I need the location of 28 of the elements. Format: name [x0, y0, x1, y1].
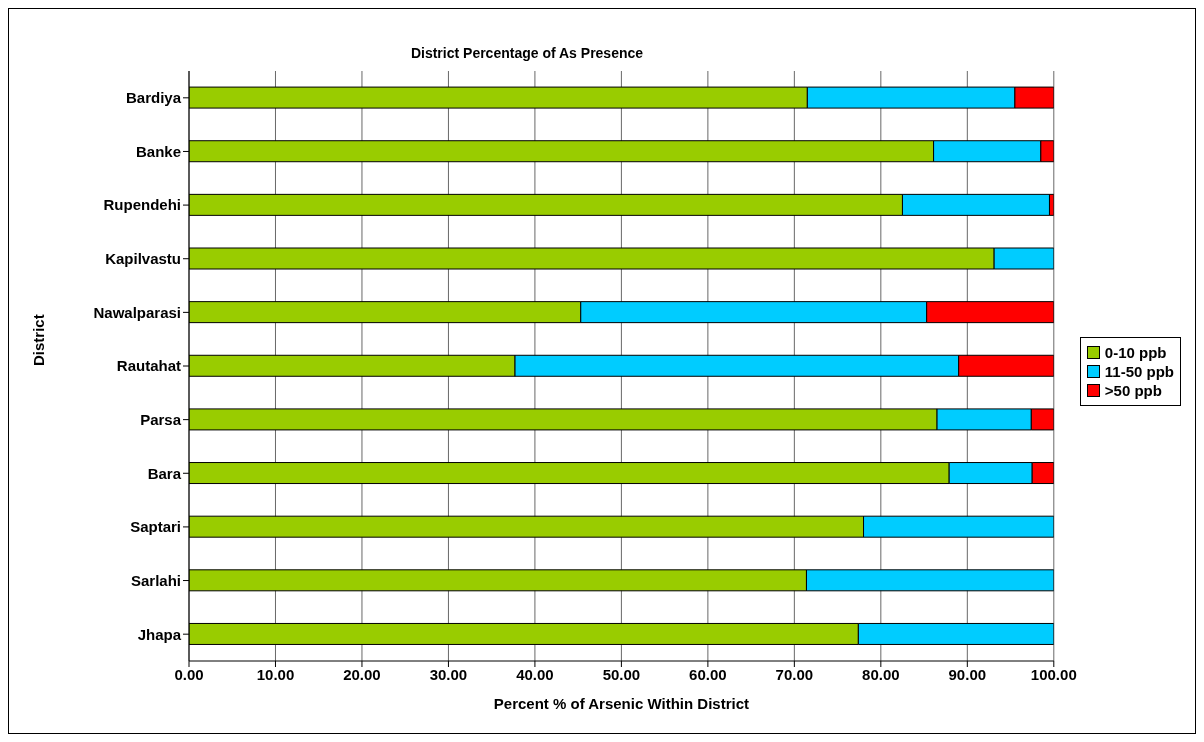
y-tick-label: Banke — [135, 142, 181, 160]
x-tick-label: 50.00 — [602, 665, 641, 683]
x-tick-label: 20.00 — [343, 665, 381, 683]
x-tick-label: 0.00 — [174, 665, 204, 683]
y-axis-title: District — [30, 314, 48, 366]
x-tick-label: 30.00 — [429, 665, 468, 683]
y-tick-label: Jhapa — [137, 625, 182, 643]
legend-label: 0-10 ppb — [1104, 343, 1167, 361]
legend-label: >50 ppb — [1104, 381, 1162, 399]
x-tick-label: 70.00 — [775, 665, 814, 683]
y-tick-label: Saptari — [130, 518, 181, 536]
y-tick-label: Sarlahi — [130, 571, 181, 589]
y-tick-label: Nawalparasi — [93, 303, 181, 321]
legend-label: 11-50 ppb — [1104, 362, 1174, 380]
y-tick-label: Kapilvastu — [105, 250, 181, 268]
x-tick-label: 100.00 — [1030, 665, 1077, 683]
x-tick-label: 90.00 — [948, 665, 987, 683]
y-tick-label: Rupendehi — [103, 196, 181, 214]
y-tick-label: Rautahat — [116, 357, 181, 375]
x-tick-label: 40.00 — [516, 665, 554, 683]
y-tick-label: Bardiya — [125, 89, 182, 107]
chart-title: District Percentage of As Presence — [409, 45, 645, 61]
x-tick-label: 80.00 — [862, 665, 900, 683]
x-axis-title: Percent % of Arsenic Within District — [493, 695, 749, 712]
x-tick-label: 60.00 — [689, 665, 727, 683]
x-tick-label: 10.00 — [256, 665, 295, 683]
y-tick-label: Bara — [147, 464, 182, 482]
y-tick-label: Parsa — [140, 410, 182, 428]
